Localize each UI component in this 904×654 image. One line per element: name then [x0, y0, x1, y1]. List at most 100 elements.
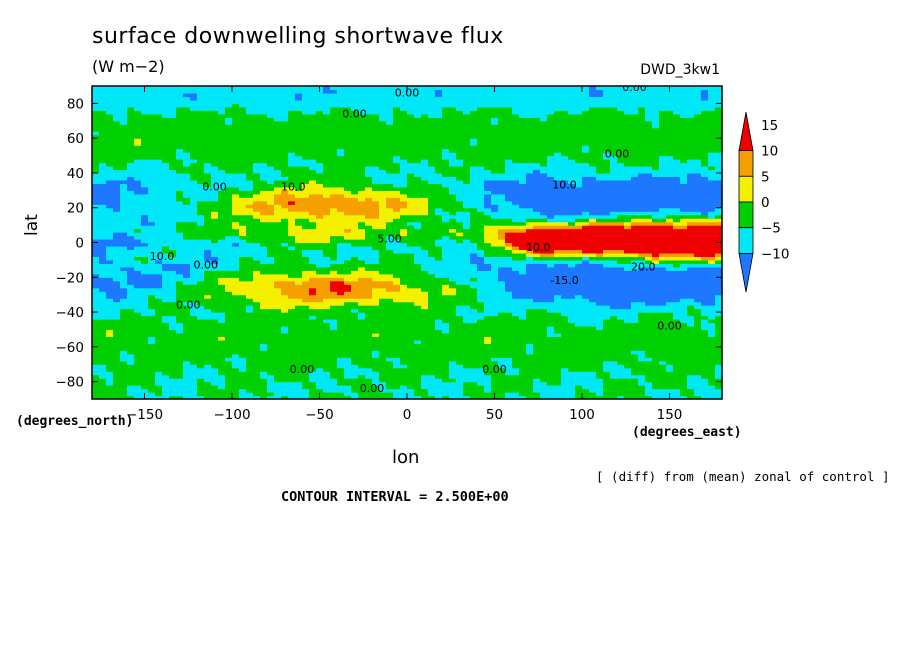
field-cell — [176, 200, 184, 205]
field-cell — [127, 172, 135, 178]
field-cell — [204, 388, 212, 393]
field-cell — [260, 364, 268, 369]
field-cell — [176, 103, 184, 108]
field-cell — [456, 221, 464, 226]
field-cell — [316, 374, 324, 379]
field-cell — [183, 103, 191, 108]
field-cell — [372, 169, 380, 174]
field-cell — [176, 284, 184, 289]
field-cell — [232, 232, 240, 237]
field-cell — [365, 245, 373, 251]
field-cell — [162, 99, 170, 104]
field-cell — [176, 360, 184, 365]
field-cell — [232, 270, 240, 275]
field-cell — [414, 263, 422, 268]
field-cell — [113, 353, 121, 358]
field-cell — [232, 113, 240, 118]
field-cell — [141, 162, 149, 167]
field-cell — [435, 176, 443, 181]
field-cell — [92, 239, 100, 244]
field-cell — [428, 152, 436, 157]
field-cell — [239, 263, 247, 268]
field-cell — [386, 280, 394, 285]
field-cell — [155, 169, 163, 174]
field-cell — [295, 266, 303, 271]
field-cell — [134, 155, 142, 160]
field-cell — [148, 162, 156, 167]
field-cell — [218, 291, 226, 296]
field-cell — [456, 225, 464, 230]
field-cell — [456, 242, 464, 247]
field-cell — [449, 322, 457, 327]
field-cell — [225, 284, 233, 289]
field-cell — [162, 138, 170, 143]
field-cell — [372, 159, 380, 164]
field-cell — [337, 294, 345, 299]
field-cell — [99, 155, 107, 160]
field-cell — [127, 162, 135, 167]
field-cell — [323, 235, 331, 240]
field-cell — [386, 249, 394, 254]
field-cell — [141, 360, 149, 365]
field-cell — [316, 259, 324, 264]
field-cell — [141, 301, 149, 306]
field-cell — [295, 329, 303, 334]
field-cell — [344, 388, 352, 393]
field-cell — [372, 183, 380, 188]
field-cell — [183, 169, 191, 174]
field-cell — [169, 360, 177, 365]
field-cell — [169, 127, 177, 132]
field-cell — [470, 291, 478, 296]
field-cell — [449, 99, 457, 104]
field-cell — [169, 235, 177, 240]
field-cell — [225, 346, 233, 351]
field-cell — [218, 277, 226, 282]
field-cell — [295, 131, 303, 136]
field-cell — [274, 319, 282, 324]
field-cell — [155, 336, 163, 341]
field-cell — [141, 339, 149, 344]
field-cell — [463, 312, 471, 317]
field-cell — [316, 193, 324, 198]
field-cell — [449, 378, 457, 383]
field-cell — [113, 357, 121, 362]
field-cell — [344, 319, 352, 324]
field-cell — [414, 308, 422, 313]
field-cell — [148, 256, 156, 261]
field-cell — [260, 92, 268, 98]
field-cell — [197, 235, 205, 240]
field-cell — [365, 106, 373, 111]
field-cell — [281, 204, 289, 209]
field-cell — [204, 367, 212, 372]
field-cell — [204, 259, 212, 264]
field-cell — [155, 214, 163, 219]
field-cell — [162, 96, 170, 101]
field-cell — [113, 183, 121, 188]
field-cell — [92, 145, 100, 150]
field-cell — [337, 145, 345, 150]
field-cell — [302, 266, 310, 271]
field-cell — [246, 228, 254, 233]
field-cell — [148, 357, 156, 362]
field-cell — [288, 332, 296, 337]
field-cell — [288, 127, 296, 132]
field-cell — [288, 270, 296, 275]
field-cell — [337, 287, 345, 292]
field-cell — [134, 124, 142, 129]
field-cell — [155, 211, 163, 216]
field-cell — [211, 336, 219, 341]
field-cell — [218, 134, 226, 139]
field-cell — [295, 86, 303, 91]
field-cell — [428, 284, 436, 289]
field-cell — [148, 336, 156, 341]
field-cell — [302, 183, 310, 188]
field-cell — [141, 353, 149, 358]
field-cell — [470, 357, 478, 362]
field-cell — [393, 291, 401, 296]
field-cell — [113, 294, 121, 299]
field-cell — [337, 148, 345, 153]
field-cell — [92, 280, 100, 285]
field-cell — [288, 374, 296, 379]
field-cell — [323, 124, 331, 129]
field-cell — [421, 148, 429, 153]
